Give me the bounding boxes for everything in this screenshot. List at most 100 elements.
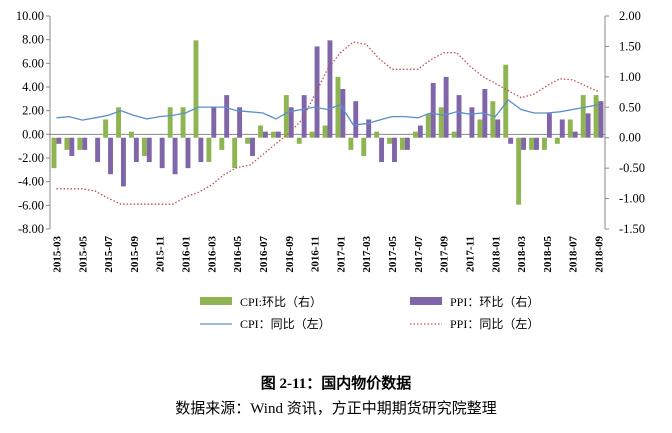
bar xyxy=(412,131,418,138)
bar xyxy=(108,137,113,175)
bar xyxy=(340,89,346,138)
bar xyxy=(141,137,147,156)
y2-tick-label: 2.00 xyxy=(619,9,641,23)
legend-swatch xyxy=(200,297,232,305)
bar xyxy=(353,101,359,138)
x-tick-label: 2017-11 xyxy=(464,236,476,272)
bar xyxy=(172,137,178,175)
bar xyxy=(193,40,199,138)
legend-label: CPI:环比（右） xyxy=(240,294,322,309)
bar xyxy=(542,137,547,150)
bar xyxy=(598,101,604,138)
bar xyxy=(554,137,560,144)
bar xyxy=(146,137,152,163)
y-tick-label: -6.00 xyxy=(18,198,44,212)
bar xyxy=(224,95,230,138)
bar xyxy=(425,113,431,138)
bar xyxy=(159,137,165,169)
y-tick-label: 6.00 xyxy=(22,56,44,70)
y-tick-label: -4.00 xyxy=(18,175,44,189)
y-tick-label: 4.00 xyxy=(22,80,44,94)
bar xyxy=(232,137,238,169)
x-tick-label: 2018-03 xyxy=(516,236,528,273)
bar xyxy=(534,137,539,150)
bar xyxy=(400,137,405,150)
bar xyxy=(69,137,75,156)
y2-tick-label: -1.00 xyxy=(619,192,645,206)
bar xyxy=(529,137,535,150)
x-tick-label: 2015-03 xyxy=(51,236,63,273)
x-tick-label: 2016-07 xyxy=(258,236,270,273)
bar xyxy=(327,40,333,138)
bar xyxy=(580,95,586,138)
bar xyxy=(103,119,109,138)
x-tick-label: 2017-03 xyxy=(361,236,373,273)
bar xyxy=(335,76,341,138)
y-tick-label: 0.00 xyxy=(22,127,44,141)
bar xyxy=(245,137,251,144)
x-tick-label: 2018-01 xyxy=(490,236,502,273)
bar xyxy=(288,107,294,138)
bar xyxy=(438,107,444,138)
source: 数据来源：Wind 资讯，方正中期期货研究院整理 xyxy=(175,399,496,417)
bar xyxy=(275,131,281,138)
bar xyxy=(180,107,186,138)
x-tick-label: 2017-09 xyxy=(439,236,451,273)
y2-tick-label: -1.50 xyxy=(619,222,645,236)
x-tick-label: 2015-11 xyxy=(155,236,167,272)
bar xyxy=(95,137,101,163)
bar xyxy=(469,107,475,138)
x-tick-label: 2016-09 xyxy=(284,236,296,273)
bar xyxy=(443,76,449,138)
y-tick-label: 10.00 xyxy=(16,9,44,23)
line xyxy=(56,99,599,126)
x-tick-label: 2017-01 xyxy=(335,236,347,273)
legend-label: PPI：环比（右） xyxy=(450,294,539,309)
y-tick-label: 2.00 xyxy=(22,104,44,118)
bar xyxy=(404,137,410,150)
bar xyxy=(477,119,483,138)
x-tick-label: 2018-07 xyxy=(568,236,580,273)
bar xyxy=(219,137,225,150)
x-tick-label: 2015-07 xyxy=(103,236,115,273)
bar xyxy=(51,137,57,169)
bar xyxy=(283,95,289,138)
x-tick-label: 2016-11 xyxy=(310,236,322,272)
y-tick-label: -8.00 xyxy=(18,222,44,236)
bar xyxy=(258,125,263,138)
bar xyxy=(546,113,552,138)
bar xyxy=(198,137,204,163)
x-tick-label: 2015-05 xyxy=(77,236,89,273)
y-tick-label: -2.00 xyxy=(18,151,44,165)
legend-label: PPI：同比（左） xyxy=(450,316,539,331)
bar xyxy=(392,137,397,163)
bar xyxy=(322,125,328,138)
x-tick-label: 2018-09 xyxy=(594,236,606,273)
bar xyxy=(585,113,591,138)
legend-label: CPI：同比（左） xyxy=(240,316,331,331)
bar xyxy=(82,137,88,150)
x-tick-label: 2016-01 xyxy=(181,236,193,273)
bar xyxy=(456,95,462,138)
bar xyxy=(559,119,565,138)
bar xyxy=(133,137,139,163)
bar xyxy=(451,131,457,138)
bar xyxy=(348,137,354,150)
y2-tick-label: 1.00 xyxy=(619,70,641,84)
line xyxy=(56,41,599,205)
bar xyxy=(211,107,217,138)
bar xyxy=(262,131,268,138)
bar xyxy=(593,95,599,138)
bar xyxy=(206,137,212,163)
y-tick-label: 8.00 xyxy=(22,33,44,47)
x-tick-label: 2016-03 xyxy=(206,236,218,273)
y2-tick-label: -0.50 xyxy=(619,161,645,175)
x-tick-label: 2015-09 xyxy=(129,236,141,273)
bar xyxy=(56,137,62,144)
bar xyxy=(250,137,255,156)
bar xyxy=(490,101,496,138)
bar xyxy=(503,64,509,138)
bar xyxy=(387,137,393,144)
